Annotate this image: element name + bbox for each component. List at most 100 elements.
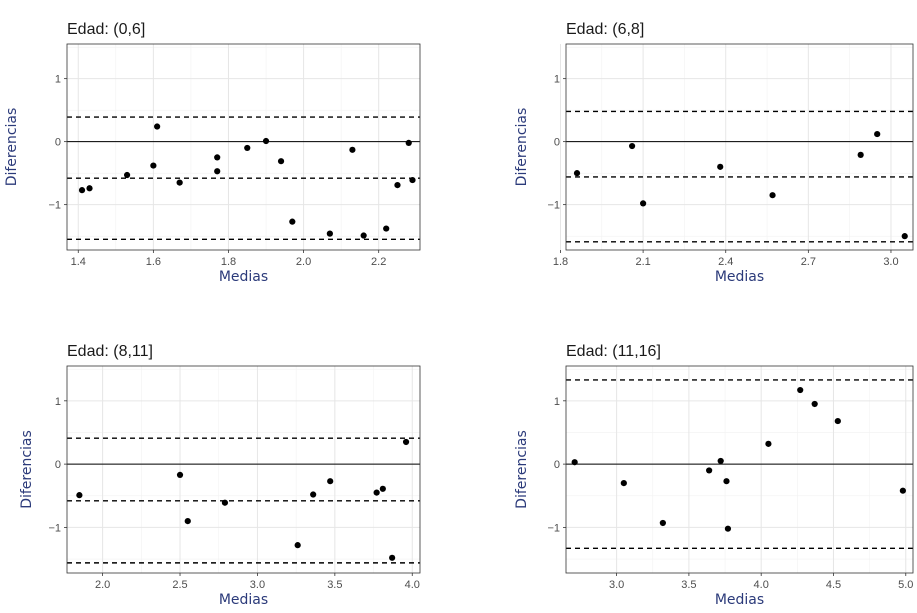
- x-tick-label: 3.0: [609, 579, 624, 591]
- x-tick-label: 1.4: [71, 256, 86, 268]
- data-point: [834, 417, 841, 425]
- data-point: [405, 139, 412, 147]
- x-tick-label: 2.5: [172, 579, 187, 591]
- data-point: [901, 233, 908, 240]
- data-point: [310, 491, 317, 498]
- x-tick-label: 1.8: [553, 256, 568, 268]
- x-tick-label: 2.0: [296, 256, 311, 268]
- y-tick-label: 0: [554, 459, 560, 471]
- panel-title: Edad: (11,16]: [566, 343, 661, 360]
- data-point: [86, 185, 93, 192]
- y-tick-label: 0: [55, 137, 61, 149]
- data-point: [811, 400, 818, 408]
- data-point: [389, 554, 396, 561]
- data-point: [659, 519, 666, 527]
- data-point: [573, 170, 581, 177]
- x-tick-label: 3.5: [327, 579, 342, 591]
- x-axis-title: Medias: [219, 269, 268, 285]
- panel-1: 1.4 1.6 1.8 2.0 2.2 −1 0 1 Edad: (0,6] Medias Dife…: [4, 21, 421, 285]
- panel-title: Edad: (0,6]: [67, 21, 145, 38]
- x-tick-label: 4.0: [754, 579, 769, 591]
- data-point: [620, 480, 627, 487]
- plot-area: [67, 44, 420, 250]
- y-tick-label: 1: [554, 74, 560, 86]
- data-point: [628, 142, 636, 150]
- data-point: [874, 130, 881, 138]
- panel-title: Edad: (6,8]: [566, 21, 644, 38]
- x-tick-label: 5.0: [898, 579, 913, 591]
- data-point: [123, 171, 131, 179]
- data-point: [769, 192, 776, 199]
- data-point: [571, 459, 578, 466]
- data-point: [150, 162, 157, 169]
- y-tick-label: −1: [48, 200, 61, 212]
- data-point: [409, 176, 416, 184]
- data-point: [717, 163, 724, 170]
- x-tick-label: 2.0: [95, 579, 110, 591]
- x-tick-label: 4.0: [405, 579, 420, 591]
- plot-area: [566, 44, 913, 250]
- data-point: [176, 179, 183, 186]
- data-point: [394, 182, 401, 189]
- data-point: [176, 471, 184, 478]
- x-tick-label: 3.0: [250, 579, 265, 591]
- panel-border: [565, 365, 914, 574]
- data-point: [327, 478, 334, 485]
- data-point: [373, 489, 380, 496]
- panel-3: 2.0 2.5 3.0 3.5 4.0 −1 0 1 Edad: (8,11] Medias Dif…: [19, 343, 421, 608]
- data-point: [214, 154, 221, 161]
- data-point: [383, 225, 390, 232]
- x-tick-label: 1.6: [146, 256, 161, 268]
- y-axis-title: Diferencias: [19, 430, 35, 509]
- x-tick-label: 1.8: [221, 256, 236, 268]
- y-tick-label: −1: [48, 522, 61, 534]
- y-axis-title: Diferencias: [4, 108, 20, 187]
- x-tick-label: 3.5: [681, 579, 696, 591]
- x-tick-label: 4.5: [826, 579, 841, 591]
- x-tick-label: 2.1: [635, 256, 650, 268]
- data-point: [379, 485, 386, 492]
- data-point: [349, 146, 356, 153]
- data-point: [78, 187, 86, 194]
- y-axis-title: Diferencias: [514, 108, 530, 187]
- data-point: [640, 200, 647, 207]
- y-tick-label: 1: [55, 74, 61, 86]
- x-tick-label: 2.4: [718, 256, 733, 268]
- data-point: [221, 499, 229, 506]
- panel-border: [565, 43, 914, 251]
- y-axis-title: Diferencias: [514, 430, 530, 509]
- data-point: [857, 151, 864, 158]
- panel-4: 3.0 3.5 4.0 4.5 5.0 −1 0 1 Edad: (11,16] Medias Di…: [514, 343, 913, 608]
- data-point: [277, 158, 285, 165]
- x-axis-title: Medias: [715, 269, 764, 285]
- data-point: [214, 168, 221, 175]
- data-point: [154, 123, 161, 130]
- data-point: [899, 487, 906, 494]
- panel-2: 1.8 2.1 2.4 2.7 3.0 −1 0 1 Edad: (6,8] Medias Dife…: [514, 21, 914, 285]
- data-point: [765, 440, 772, 447]
- data-point: [723, 478, 730, 485]
- y-tick-label: −1: [547, 522, 560, 534]
- y-tick-label: 1: [554, 396, 560, 408]
- plot-area: [566, 366, 913, 573]
- plot-area: [67, 366, 420, 573]
- panel-border: [66, 365, 421, 574]
- data-point: [717, 457, 724, 465]
- x-tick-label: 2.7: [801, 256, 816, 268]
- y-tick-label: −1: [547, 200, 560, 212]
- data-point: [244, 144, 251, 152]
- data-point: [184, 517, 191, 525]
- data-point: [289, 218, 296, 225]
- data-point: [360, 232, 367, 239]
- y-tick-label: 0: [55, 459, 61, 471]
- data-point: [294, 542, 301, 549]
- data-point: [326, 230, 333, 237]
- panel-title: Edad: (8,11]: [67, 343, 153, 360]
- x-axis-title: Medias: [715, 592, 764, 608]
- data-point: [797, 386, 804, 394]
- x-axis-title: Medias: [219, 592, 268, 608]
- panel-border: [66, 43, 421, 251]
- x-tick-label: 3.0: [883, 256, 898, 268]
- data-point: [724, 525, 732, 532]
